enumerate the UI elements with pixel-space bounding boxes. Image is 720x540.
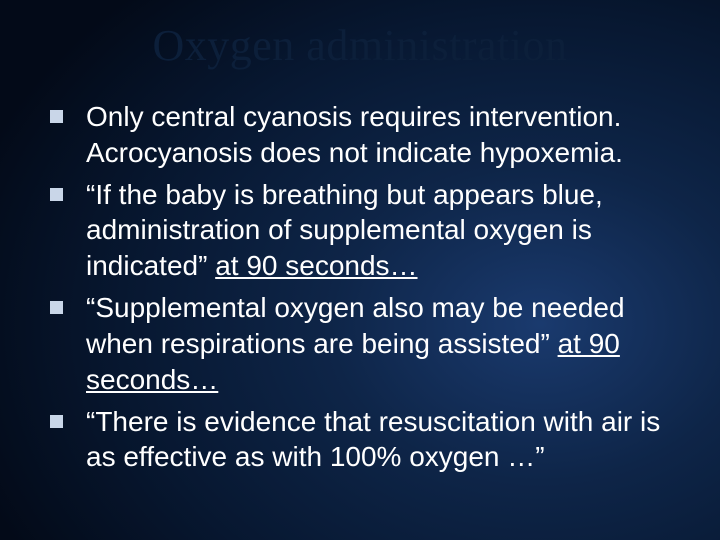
- text-segment: Only central cyanosis requires intervent…: [86, 101, 623, 168]
- square-bullet-icon: [50, 110, 63, 123]
- text-segment: “There is evidence that resuscitation wi…: [86, 406, 660, 473]
- bullet-text: Only central cyanosis requires intervent…: [86, 101, 623, 168]
- list-item: “If the baby is breathing but appears bl…: [50, 177, 680, 284]
- bullet-list: Only central cyanosis requires intervent…: [40, 99, 680, 475]
- list-item: Only central cyanosis requires intervent…: [50, 99, 680, 171]
- square-bullet-icon: [50, 415, 63, 428]
- bullet-text: “There is evidence that resuscitation wi…: [86, 406, 660, 473]
- bullet-text: “Supplemental oxygen also may be needed …: [86, 292, 625, 395]
- slide-title: Oxygen administration: [40, 20, 680, 71]
- slide: Oxygen administration Only central cyano…: [0, 0, 720, 540]
- list-item: “Supplemental oxygen also may be needed …: [50, 290, 680, 397]
- text-segment: “Supplemental oxygen also may be needed …: [86, 292, 625, 359]
- square-bullet-icon: [50, 301, 63, 314]
- square-bullet-icon: [50, 188, 63, 201]
- text-segment: at 90 seconds…: [215, 250, 417, 281]
- list-item: “There is evidence that resuscitation wi…: [50, 404, 680, 476]
- bullet-text: “If the baby is breathing but appears bl…: [86, 179, 603, 282]
